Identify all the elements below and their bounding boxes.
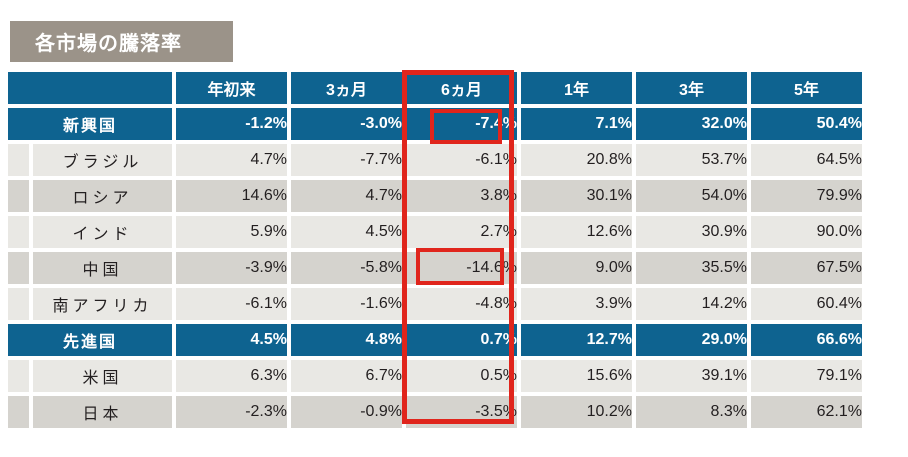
cell-value: -5.8% [291, 252, 402, 284]
corner-cell [8, 72, 172, 104]
column-header-3y: 3年 [636, 72, 747, 104]
cell-value: 3.8% [406, 180, 517, 212]
cell-value: -3.9% [176, 252, 287, 284]
column-header-ytd: 年初来 [176, 72, 287, 104]
section-title-bar: 各市場の騰落率 [10, 21, 233, 62]
row-label: ブラジル [33, 144, 172, 176]
column-header-5y: 5年 [751, 72, 862, 104]
row-label: インド [33, 216, 172, 248]
cell-value: -2.3% [176, 396, 287, 428]
cell-value: 4.5% [291, 216, 402, 248]
cell-value: 53.7% [636, 144, 747, 176]
cell-value: 4.5% [176, 324, 287, 356]
table-row-japan: 日本 -2.3% -0.9% -3.5% 10.2% 8.3% 62.1% [8, 396, 862, 428]
column-header-1y: 1年 [521, 72, 632, 104]
row-label: 新興国 [8, 108, 172, 140]
cell-value: -1.6% [291, 288, 402, 320]
cell-value: 6.7% [291, 360, 402, 392]
cell-value: 30.1% [521, 180, 632, 212]
cell-value: 0.5% [406, 360, 517, 392]
cell-value: 79.9% [751, 180, 862, 212]
cell-value: 12.6% [521, 216, 632, 248]
cell-value: 14.6% [176, 180, 287, 212]
cell-value: 39.1% [636, 360, 747, 392]
cell-value: 7.1% [521, 108, 632, 140]
column-header-6m: 6ヵ月 [406, 72, 517, 104]
row-label: 先進国 [8, 324, 172, 356]
cell-value: 20.8% [521, 144, 632, 176]
cell-value: 54.0% [636, 180, 747, 212]
cell-value: 66.6% [751, 324, 862, 356]
cell-value: 15.6% [521, 360, 632, 392]
cell-value: 6.3% [176, 360, 287, 392]
cell-value: 50.4% [751, 108, 862, 140]
cell-value: -3.5% [406, 396, 517, 428]
row-label: 米国 [33, 360, 172, 392]
cell-value: 4.8% [291, 324, 402, 356]
cell-value: -4.8% [406, 288, 517, 320]
cell-value: 90.0% [751, 216, 862, 248]
cell-value: 2.7% [406, 216, 517, 248]
cell-value: 67.5% [751, 252, 862, 284]
cell-value: 62.1% [751, 396, 862, 428]
cell-value: -14.6% [406, 252, 517, 284]
table-row-russia: ロシア 14.6% 4.7% 3.8% 30.1% 54.0% 79.9% [8, 180, 862, 212]
cell-value: 29.0% [636, 324, 747, 356]
cell-value: 4.7% [176, 144, 287, 176]
table-row-india: インド 5.9% 4.5% 2.7% 12.6% 30.9% 90.0% [8, 216, 862, 248]
cell-value: 10.2% [521, 396, 632, 428]
cell-value: 14.2% [636, 288, 747, 320]
cell-value: 79.1% [751, 360, 862, 392]
cell-value: 32.0% [636, 108, 747, 140]
cell-value: 12.7% [521, 324, 632, 356]
cell-value: 60.4% [751, 288, 862, 320]
cell-value: 30.9% [636, 216, 747, 248]
cell-value: -7.7% [291, 144, 402, 176]
table-row-brazil: ブラジル 4.7% -7.7% -6.1% 20.8% 53.7% 64.5% [8, 144, 862, 176]
cell-value: 35.5% [636, 252, 747, 284]
row-label: ロシア [33, 180, 172, 212]
table-row-us: 米国 6.3% 6.7% 0.5% 15.6% 39.1% 79.1% [8, 360, 862, 392]
cell-value: -3.0% [291, 108, 402, 140]
row-indent-cell [8, 288, 29, 320]
cell-value: 8.3% [636, 396, 747, 428]
cell-value: 9.0% [521, 252, 632, 284]
page-title: 各市場の騰落率 [35, 33, 182, 55]
cell-value: 3.9% [521, 288, 632, 320]
table-row-emerging: 新興国 -1.2% -3.0% -7.4% 7.1% 32.0% 50.4% [8, 108, 862, 140]
row-indent-cell [8, 216, 29, 248]
table-row-south-africa: 南アフリカ -6.1% -1.6% -4.8% 3.9% 14.2% 60.4% [8, 288, 862, 320]
market-performance-table: 年初来 3ヵ月 6ヵ月 1年 3年 5年 新興国 -1.2% -3.0% -7.… [4, 68, 866, 432]
column-header-3m: 3ヵ月 [291, 72, 402, 104]
table-row-developed: 先進国 4.5% 4.8% 0.7% 12.7% 29.0% 66.6% [8, 324, 862, 356]
cell-value: -1.2% [176, 108, 287, 140]
cell-value: -6.1% [176, 288, 287, 320]
cell-value: -6.1% [406, 144, 517, 176]
cell-value: 4.7% [291, 180, 402, 212]
row-indent-cell [8, 180, 29, 212]
row-label: 中国 [33, 252, 172, 284]
row-indent-cell [8, 252, 29, 284]
row-indent-cell [8, 396, 29, 428]
row-label: 日本 [33, 396, 172, 428]
table-row-china: 中国 -3.9% -5.8% -14.6% 9.0% 35.5% 67.5% [8, 252, 862, 284]
cell-value: 64.5% [751, 144, 862, 176]
row-label: 南アフリカ [33, 288, 172, 320]
table-header-row: 年初来 3ヵ月 6ヵ月 1年 3年 5年 [8, 72, 862, 104]
cell-value: -0.9% [291, 396, 402, 428]
row-indent-cell [8, 360, 29, 392]
row-indent-cell [8, 144, 29, 176]
cell-value: 5.9% [176, 216, 287, 248]
cell-value: 0.7% [406, 324, 517, 356]
cell-value: -7.4% [406, 108, 517, 140]
